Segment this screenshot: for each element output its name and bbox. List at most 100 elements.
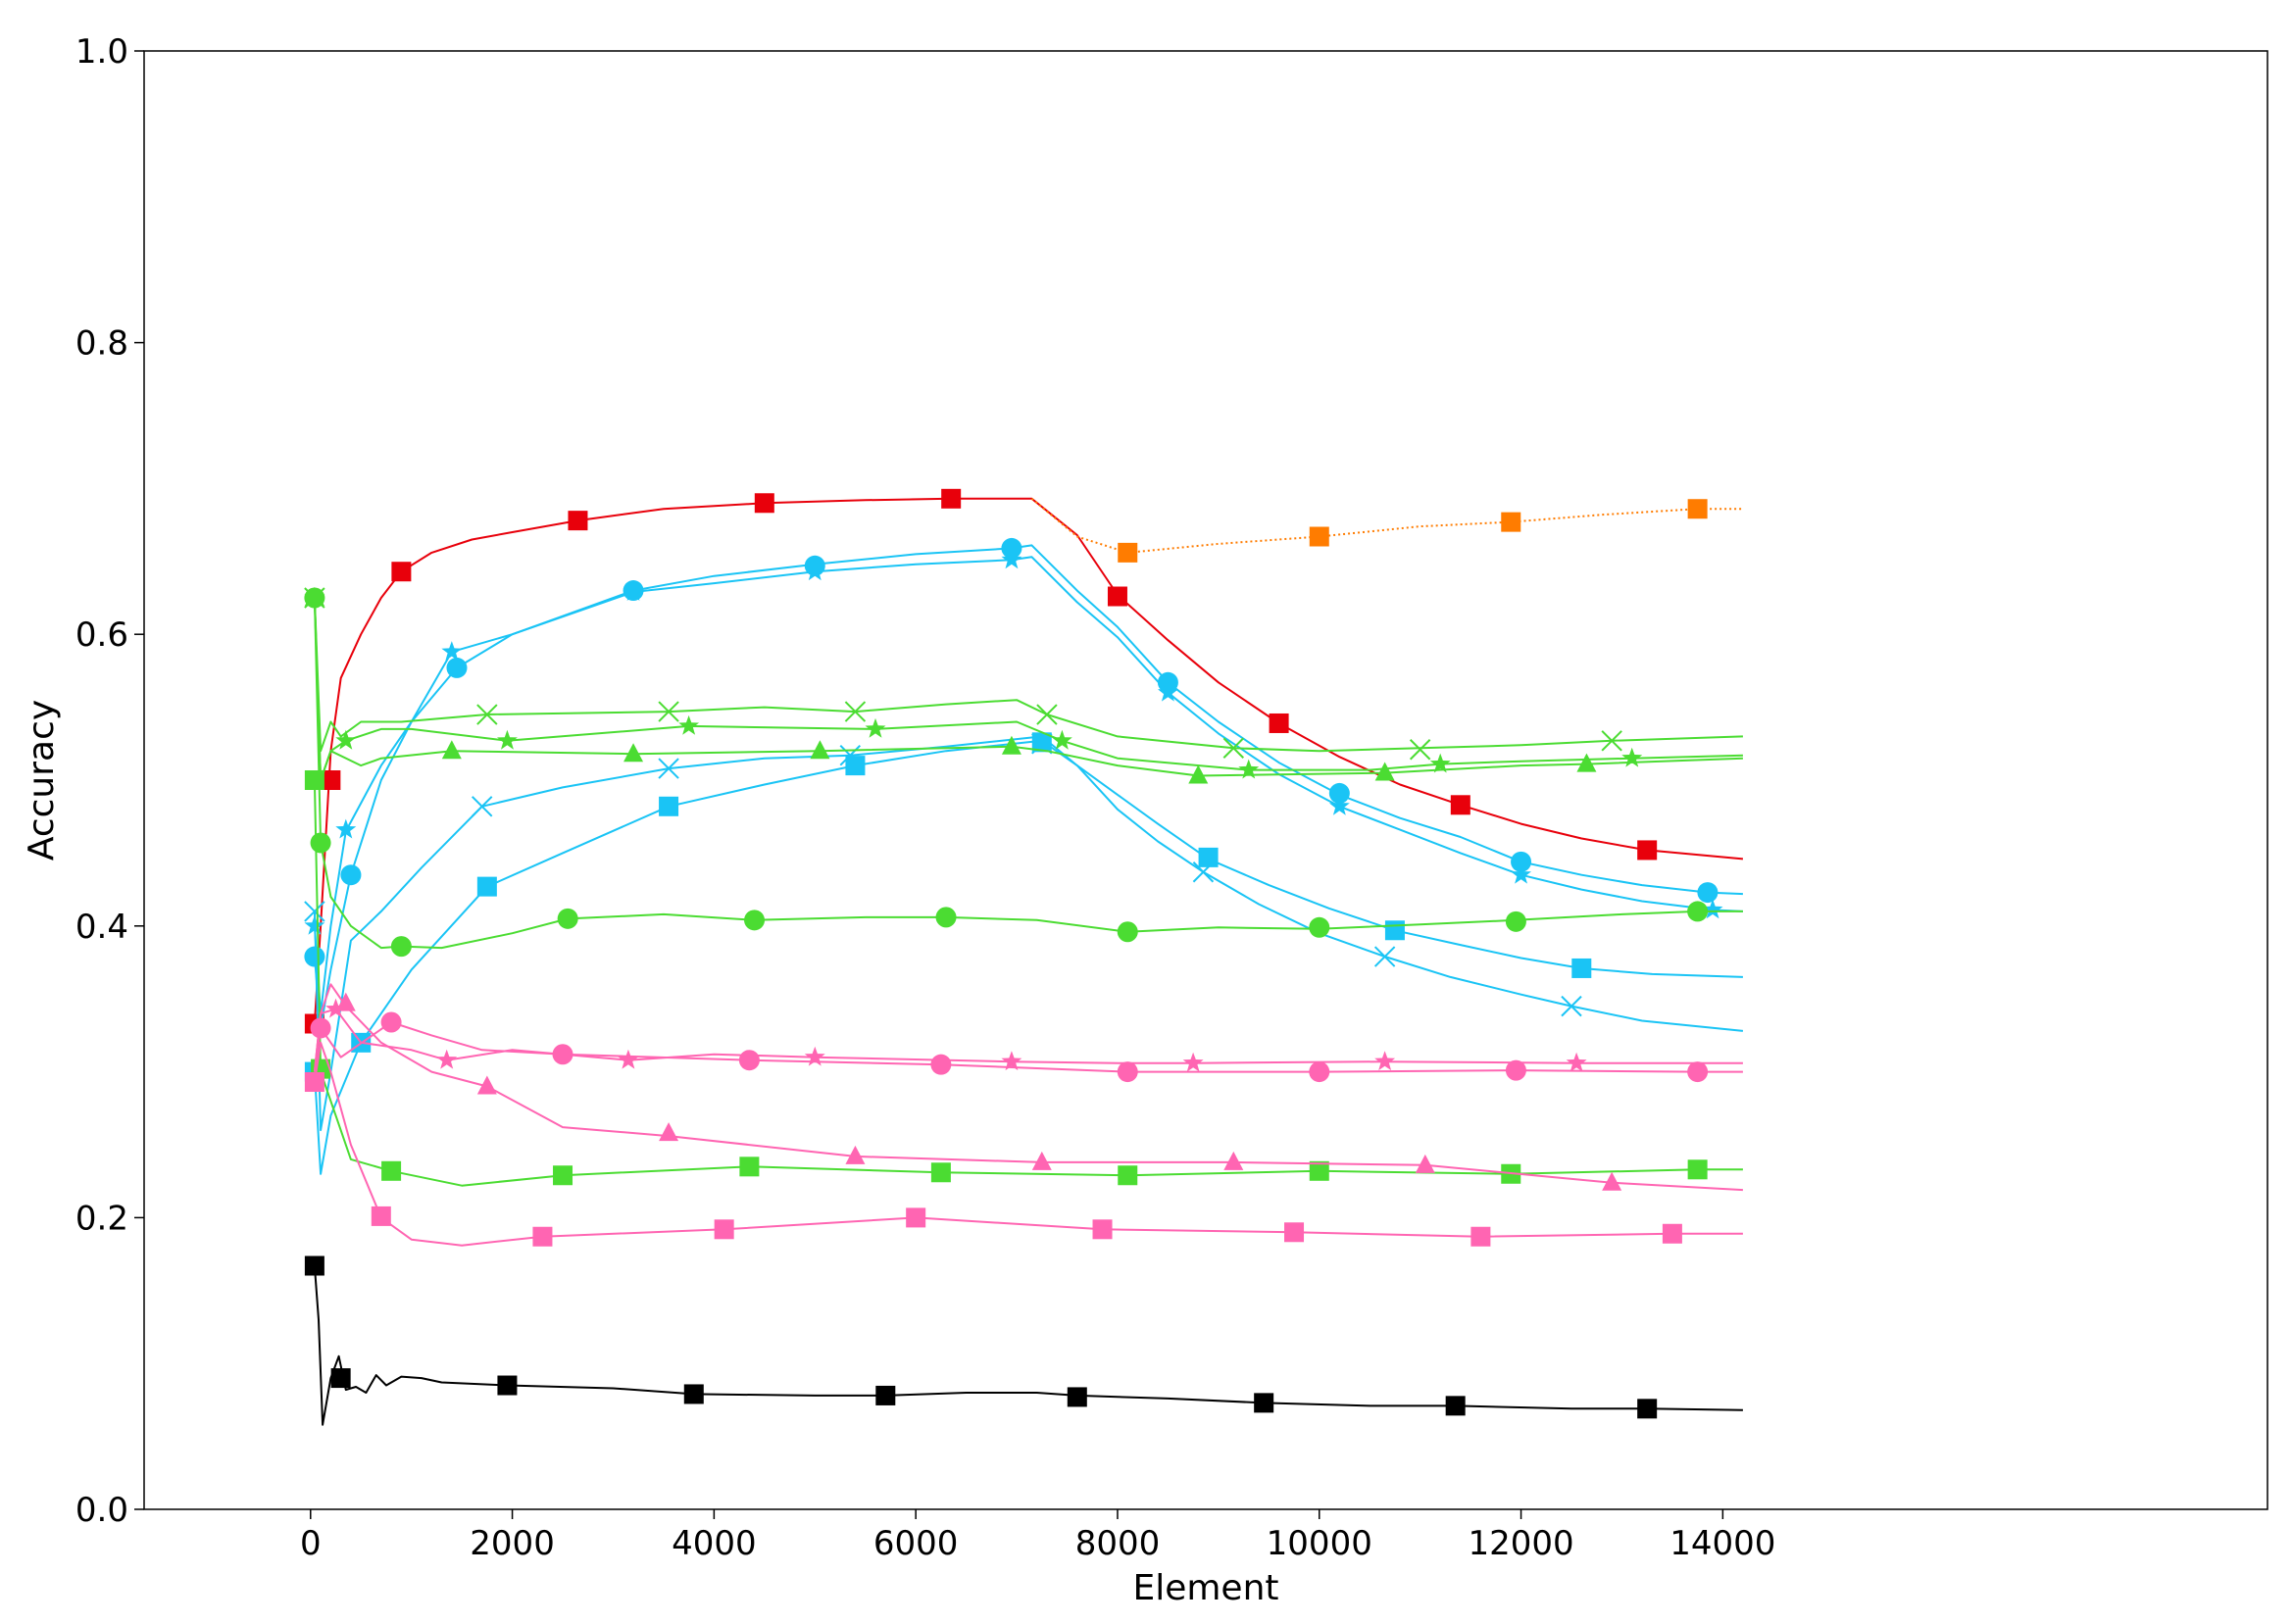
data-point <box>304 901 325 922</box>
series-12 <box>313 998 1743 1072</box>
data-point <box>340 864 362 886</box>
data-point <box>304 770 324 790</box>
x-tick-label: 6000 <box>873 1524 959 1563</box>
data-point <box>1621 747 1643 767</box>
data-point <box>381 1160 402 1181</box>
data-point <box>1031 1151 1052 1170</box>
data-point <box>714 1219 734 1240</box>
data-point <box>1561 995 1582 1017</box>
data-point <box>304 587 325 609</box>
series-line <box>313 556 1743 1015</box>
data-point <box>1309 1160 1329 1181</box>
series-14 <box>313 983 1743 1192</box>
data-point <box>1051 729 1072 750</box>
data-point <box>1637 840 1658 861</box>
data-point <box>436 1049 458 1069</box>
data-point <box>325 998 346 1018</box>
data-point <box>1566 1052 1587 1072</box>
series-line <box>313 1265 1743 1426</box>
series-line <box>1030 498 1743 554</box>
data-point <box>623 743 644 763</box>
data-point <box>678 714 700 735</box>
series-15 <box>304 1041 1743 1247</box>
data-point <box>738 1050 760 1071</box>
data-point <box>335 729 357 750</box>
data-point <box>557 908 578 929</box>
data-point <box>1328 795 1350 815</box>
plot-frame <box>143 50 2268 1510</box>
data-point <box>1254 1393 1274 1413</box>
data-point <box>1662 1223 1682 1244</box>
data-point <box>497 1375 518 1396</box>
data-point <box>532 1226 553 1247</box>
series-13 <box>310 1011 1743 1083</box>
series-line <box>313 597 1743 753</box>
y-tick-label: 0.0 <box>75 1491 128 1530</box>
data-point <box>1182 1052 1204 1072</box>
data-point <box>754 493 774 514</box>
data-point <box>623 581 644 601</box>
data-point <box>1687 499 1708 519</box>
series-line <box>313 497 1743 1024</box>
data-point <box>906 1207 926 1228</box>
data-point <box>1036 704 1058 725</box>
data-point <box>941 488 962 509</box>
data-point <box>310 1017 331 1039</box>
data-point <box>380 1011 402 1033</box>
data-point <box>935 907 957 928</box>
data-point <box>618 1049 639 1069</box>
data-point <box>1309 1061 1330 1083</box>
data-point <box>552 1044 573 1065</box>
data-point <box>1687 1061 1709 1083</box>
data-point <box>1328 782 1350 804</box>
data-point <box>330 1368 351 1389</box>
data-point <box>1117 921 1138 943</box>
data-point <box>1511 851 1532 872</box>
x-tick-label: 0 <box>300 1524 322 1563</box>
series-3 <box>304 537 1743 1029</box>
data-point <box>1470 1226 1491 1247</box>
data-point <box>1373 946 1396 967</box>
series-2 <box>1030 498 1743 563</box>
data-point <box>441 740 462 760</box>
data-point <box>1092 1219 1113 1240</box>
data-point <box>335 992 356 1011</box>
x-tick-label: 14000 <box>1669 1524 1775 1563</box>
data-point <box>810 740 830 760</box>
data-point <box>683 1384 704 1404</box>
series-1 <box>304 488 1743 1034</box>
y-tick-label: 0.2 <box>75 1199 128 1238</box>
data-point <box>476 1075 497 1095</box>
data-point <box>659 796 679 816</box>
data-point <box>446 657 468 678</box>
data-point <box>1429 753 1451 773</box>
data-point <box>497 729 518 750</box>
data-point <box>472 796 493 817</box>
series-line <box>313 1021 1743 1073</box>
data-point <box>659 1122 679 1142</box>
series-line <box>313 1008 1743 1072</box>
y-tick-label: 1.0 <box>75 32 128 72</box>
data-point <box>310 832 331 854</box>
data-point <box>1601 730 1622 752</box>
data-point <box>739 1156 760 1177</box>
ticks-layer: 0 2000 4000 6000 8000 10000 12000 14000 0.0 0.2 0.… <box>75 32 1776 1563</box>
data-point <box>1602 1171 1622 1191</box>
data-point <box>1158 681 1178 702</box>
data-point <box>865 717 886 738</box>
data-point <box>1238 759 1260 779</box>
series-16 <box>304 1255 1743 1426</box>
data-point <box>1222 737 1245 759</box>
data-point <box>1309 916 1330 938</box>
series-line <box>313 597 1743 781</box>
data-point <box>1415 1154 1435 1173</box>
axes-layer <box>143 50 2268 1510</box>
x-tick-label: 10000 <box>1267 1524 1372 1563</box>
series-line <box>313 983 1743 1192</box>
data-point <box>1637 1399 1658 1419</box>
data-point <box>1409 739 1431 761</box>
series-8 <box>304 587 1743 781</box>
x-axis-label: Element <box>1132 1568 1278 1608</box>
